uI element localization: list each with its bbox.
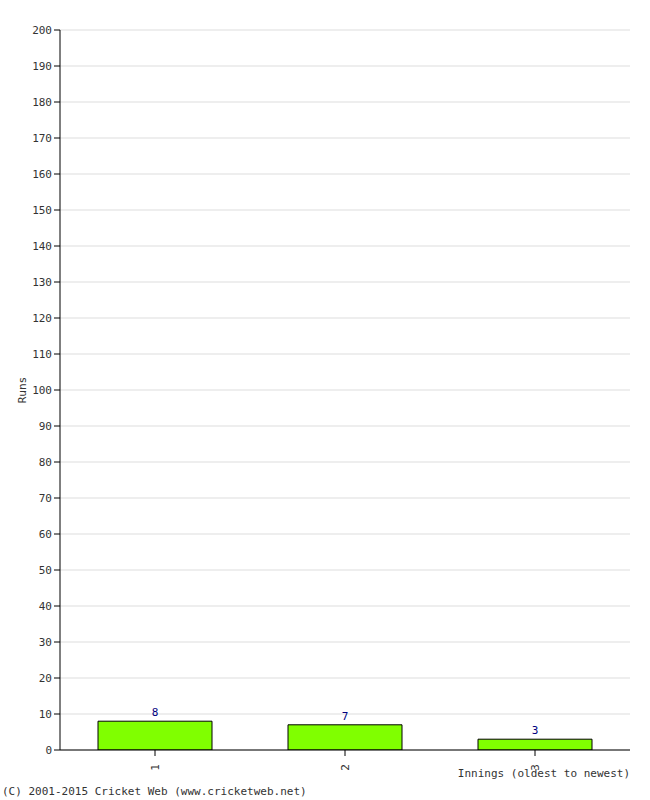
svg-text:80: 80: [39, 456, 52, 469]
svg-text:120: 120: [32, 312, 52, 325]
svg-text:60: 60: [39, 528, 52, 541]
svg-text:20: 20: [39, 672, 52, 685]
svg-text:50: 50: [39, 564, 52, 577]
svg-text:90: 90: [39, 420, 52, 433]
html-text:(C) 2001-2015 Cricket Web (www: (C) 2001-2015 Cricket Web (www.cricketwe…: [2, 785, 307, 798]
svg-text:7: 7: [342, 710, 349, 723]
html-text:Innings (oldest to newest): Innings (oldest to newest): [457, 767, 630, 780]
svg-text:140: 140: [32, 240, 52, 253]
svg-text:110: 110: [32, 348, 52, 361]
svg-text:160: 160: [32, 168, 52, 181]
html-text:Runs: Runs: [15, 376, 29, 404]
svg-text:70: 70: [39, 492, 52, 505]
svg-text:40: 40: [39, 600, 52, 613]
svg-text:1: 1: [149, 764, 162, 771]
svg-text:200: 200: [32, 24, 52, 37]
svg-text:0: 0: [45, 744, 52, 757]
svg-text:3: 3: [532, 724, 539, 737]
svg-text:150: 150: [32, 204, 52, 217]
svg-text:180: 180: [32, 96, 52, 109]
svg-text:8: 8: [152, 706, 159, 719]
svg-text:30: 30: [39, 636, 52, 649]
svg-text:190: 190: [32, 60, 52, 73]
svg-text:100: 100: [32, 384, 52, 397]
svg-text:130: 130: [32, 276, 52, 289]
svg-text:170: 170: [32, 132, 52, 145]
svg-text:10: 10: [39, 708, 52, 721]
svg-text:2: 2: [339, 764, 352, 771]
